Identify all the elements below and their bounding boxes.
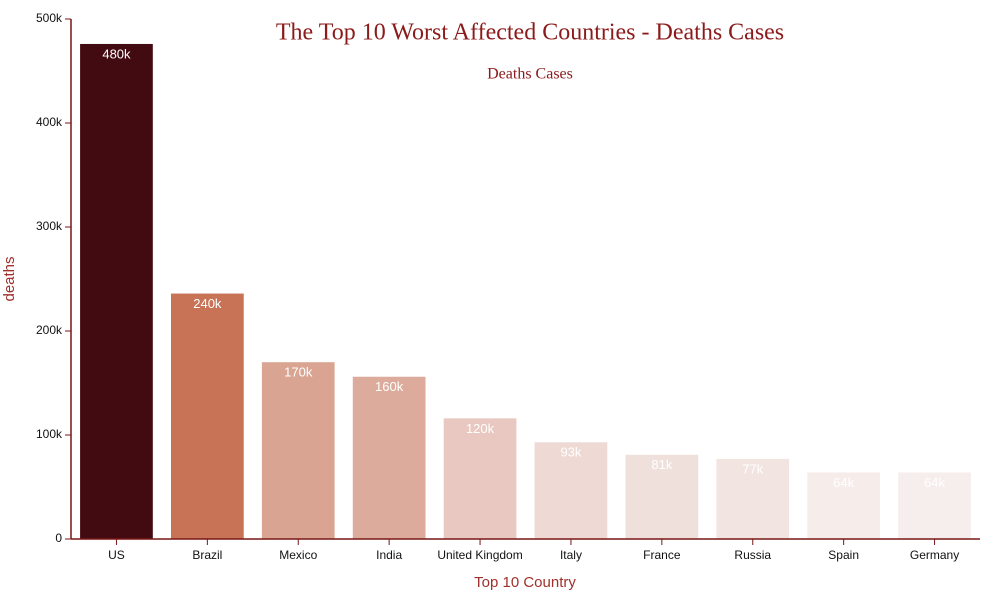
bar (443, 418, 517, 539)
x-tick-label: France (643, 548, 681, 562)
bar (170, 293, 244, 539)
data-label: 93k (560, 445, 581, 460)
bar (807, 472, 881, 539)
data-label: 64k (924, 475, 945, 490)
chart-title: The Top 10 Worst Affected Countries - De… (276, 20, 784, 46)
bar (534, 442, 608, 539)
x-tick-label: Russia (734, 548, 771, 562)
y-axis-label: deaths (1, 256, 18, 301)
bar (625, 454, 699, 539)
data-label: 480k (102, 46, 131, 61)
bar (80, 43, 153, 540)
bar (716, 458, 790, 539)
x-tick-label: United Kingdom (437, 548, 522, 562)
data-label: 160k (375, 379, 404, 394)
data-label: 120k (466, 421, 495, 436)
data-label: 77k (742, 461, 763, 476)
chart-subtitle: Deaths Cases (487, 66, 573, 83)
y-tick-label: 0 (55, 531, 62, 545)
x-tick-label: Spain (828, 548, 859, 562)
data-label: 170k (284, 365, 313, 380)
bar (898, 472, 971, 539)
bar (261, 362, 335, 539)
x-tick-label: India (376, 548, 402, 562)
y-tick-label: 300k (36, 219, 63, 233)
y-tick-label: 400k (36, 115, 63, 129)
data-label: 240k (193, 296, 222, 311)
x-tick-label: Germany (910, 548, 959, 562)
y-tick-label: 200k (36, 323, 63, 337)
y-tick-label: 500k (36, 11, 63, 25)
x-tick-label: Brazil (192, 548, 222, 562)
y-tick-label: 100k (36, 427, 63, 441)
data-label: 81k (651, 457, 672, 472)
x-tick-label: Italy (560, 548, 582, 562)
x-tick-label: Mexico (279, 548, 317, 562)
x-axis-label: Top 10 Country (474, 574, 576, 591)
x-tick-label: US (108, 548, 125, 562)
bar (352, 376, 426, 539)
data-label: 64k (833, 475, 854, 490)
